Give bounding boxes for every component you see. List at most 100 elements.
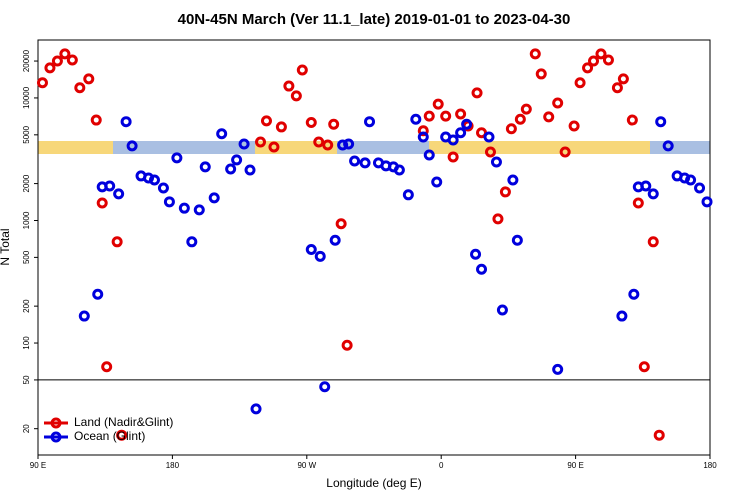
legend-marker xyxy=(50,417,62,429)
point xyxy=(322,139,334,151)
point xyxy=(455,108,467,120)
point xyxy=(492,213,504,225)
y-tick-label: 2000 xyxy=(22,174,31,192)
point xyxy=(432,98,444,110)
point xyxy=(51,55,63,67)
point xyxy=(113,188,125,200)
point xyxy=(78,310,90,322)
y-tick-label: 500 xyxy=(22,250,31,264)
point xyxy=(178,202,190,214)
point xyxy=(484,146,496,158)
point xyxy=(616,310,628,322)
point xyxy=(505,123,517,135)
y-tick-label: 20000 xyxy=(22,49,31,72)
x-tick-label: 180 xyxy=(703,461,717,470)
y-tick-label: 200 xyxy=(22,299,31,313)
point xyxy=(574,77,586,89)
point xyxy=(157,182,169,194)
point xyxy=(552,363,564,375)
point xyxy=(343,138,355,150)
point xyxy=(238,138,250,150)
point xyxy=(490,156,502,168)
point xyxy=(701,196,713,208)
point xyxy=(364,116,376,128)
point xyxy=(602,54,614,66)
point xyxy=(628,288,640,300)
point xyxy=(461,118,473,130)
point xyxy=(260,115,272,127)
point xyxy=(268,141,280,153)
point xyxy=(328,118,340,130)
point xyxy=(74,82,86,94)
point xyxy=(632,197,644,209)
point xyxy=(163,196,175,208)
legend-marker xyxy=(50,431,62,443)
point xyxy=(685,174,697,186)
point xyxy=(66,54,78,66)
land-strip xyxy=(38,141,113,154)
point xyxy=(199,161,211,173)
legend-label: Ocean (Glint) xyxy=(74,429,145,443)
point xyxy=(349,155,361,167)
x-axis-label: Longitude (deg E) xyxy=(326,476,421,490)
point xyxy=(417,131,429,143)
point xyxy=(305,117,317,129)
point xyxy=(111,236,123,248)
point xyxy=(59,48,71,60)
land-strip xyxy=(429,141,650,154)
y-tick-label: 5000 xyxy=(22,125,31,143)
ocean-strip xyxy=(337,141,429,154)
x-tick-label: 180 xyxy=(166,461,180,470)
point xyxy=(543,111,555,123)
point xyxy=(511,234,523,246)
point xyxy=(514,113,526,125)
point xyxy=(568,120,580,132)
point xyxy=(314,250,326,262)
point xyxy=(559,146,571,158)
point xyxy=(496,304,508,316)
point xyxy=(250,403,262,415)
point xyxy=(244,164,256,176)
point xyxy=(231,154,243,166)
ocean-strip xyxy=(113,141,255,154)
point xyxy=(216,128,228,140)
point xyxy=(313,136,325,148)
chart-title: 40N-45N March (Ver 11.1_late) 2019-01-01… xyxy=(178,11,571,28)
point xyxy=(225,163,237,175)
point xyxy=(647,236,659,248)
point xyxy=(655,116,667,128)
point xyxy=(393,164,405,176)
point xyxy=(96,197,108,209)
plot-frame xyxy=(37,39,711,456)
point xyxy=(423,110,435,122)
point xyxy=(535,68,547,80)
point xyxy=(275,121,287,133)
x-tick-label: 0 xyxy=(439,461,444,470)
point xyxy=(359,157,371,169)
point xyxy=(120,116,132,128)
point xyxy=(36,77,48,89)
point xyxy=(255,136,267,148)
point xyxy=(626,114,638,126)
point xyxy=(694,182,706,194)
y-tick-label: 50 xyxy=(22,375,31,384)
point xyxy=(83,73,95,85)
point xyxy=(662,140,674,152)
point xyxy=(92,288,104,300)
point xyxy=(638,361,650,373)
point xyxy=(44,62,56,74)
point xyxy=(186,236,198,248)
surface-band xyxy=(38,141,710,154)
point xyxy=(90,114,102,126)
point xyxy=(617,73,629,85)
point xyxy=(595,48,607,60)
point xyxy=(208,192,220,204)
point xyxy=(552,97,564,109)
point xyxy=(582,62,594,74)
point xyxy=(499,186,511,198)
ocean-strip xyxy=(650,141,710,154)
point xyxy=(402,189,414,201)
point xyxy=(148,174,160,186)
point xyxy=(116,429,128,441)
